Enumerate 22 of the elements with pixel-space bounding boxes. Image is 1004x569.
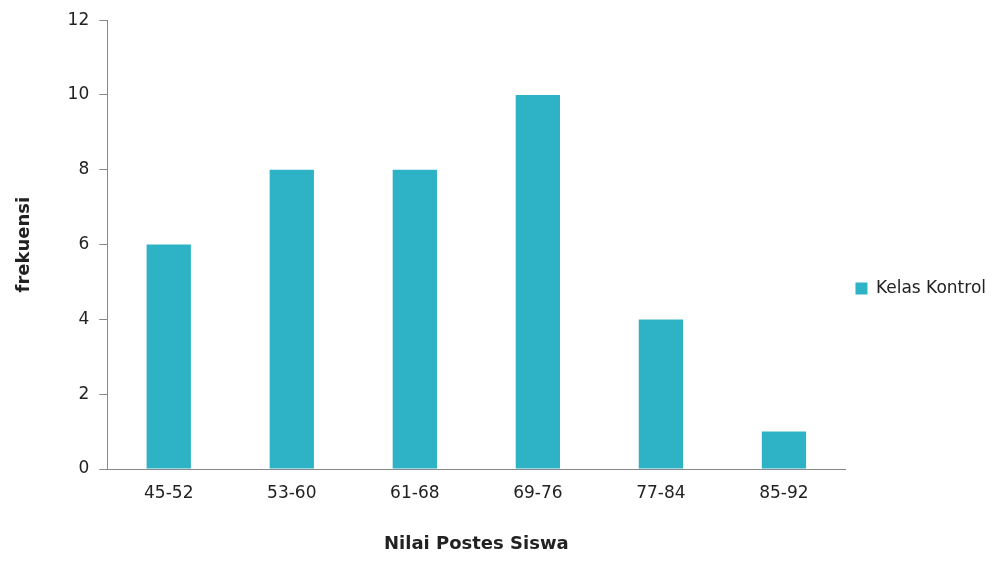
y-axis-title: frekuensi <box>12 196 34 293</box>
y-tick-label: 6 <box>78 233 90 254</box>
x-tick-label: 69-76 <box>513 481 563 502</box>
legend-label: Kelas Kontrol <box>875 276 986 297</box>
x-tick-label: 53-60 <box>267 481 317 502</box>
bar <box>146 244 191 469</box>
y-tick-label: 8 <box>78 158 90 179</box>
bar <box>638 319 684 469</box>
x-tick-label: 45-52 <box>144 481 194 502</box>
y-tick-label: 0 <box>78 457 90 478</box>
bar <box>761 431 807 469</box>
x-tick-label: 61-68 <box>390 481 440 502</box>
bar <box>392 169 437 469</box>
bar <box>269 169 314 469</box>
x-tick-label: 77-84 <box>636 481 686 502</box>
bar <box>515 95 561 469</box>
y-tick-label: 4 <box>78 307 90 328</box>
y-tick-label: 12 <box>67 8 90 29</box>
y-tick-label: 10 <box>67 83 90 104</box>
x-tick-label: 85-92 <box>759 481 809 502</box>
y-tick-label: 2 <box>78 382 90 403</box>
x-axis-title: Nilai Postes Siswa <box>384 531 569 553</box>
